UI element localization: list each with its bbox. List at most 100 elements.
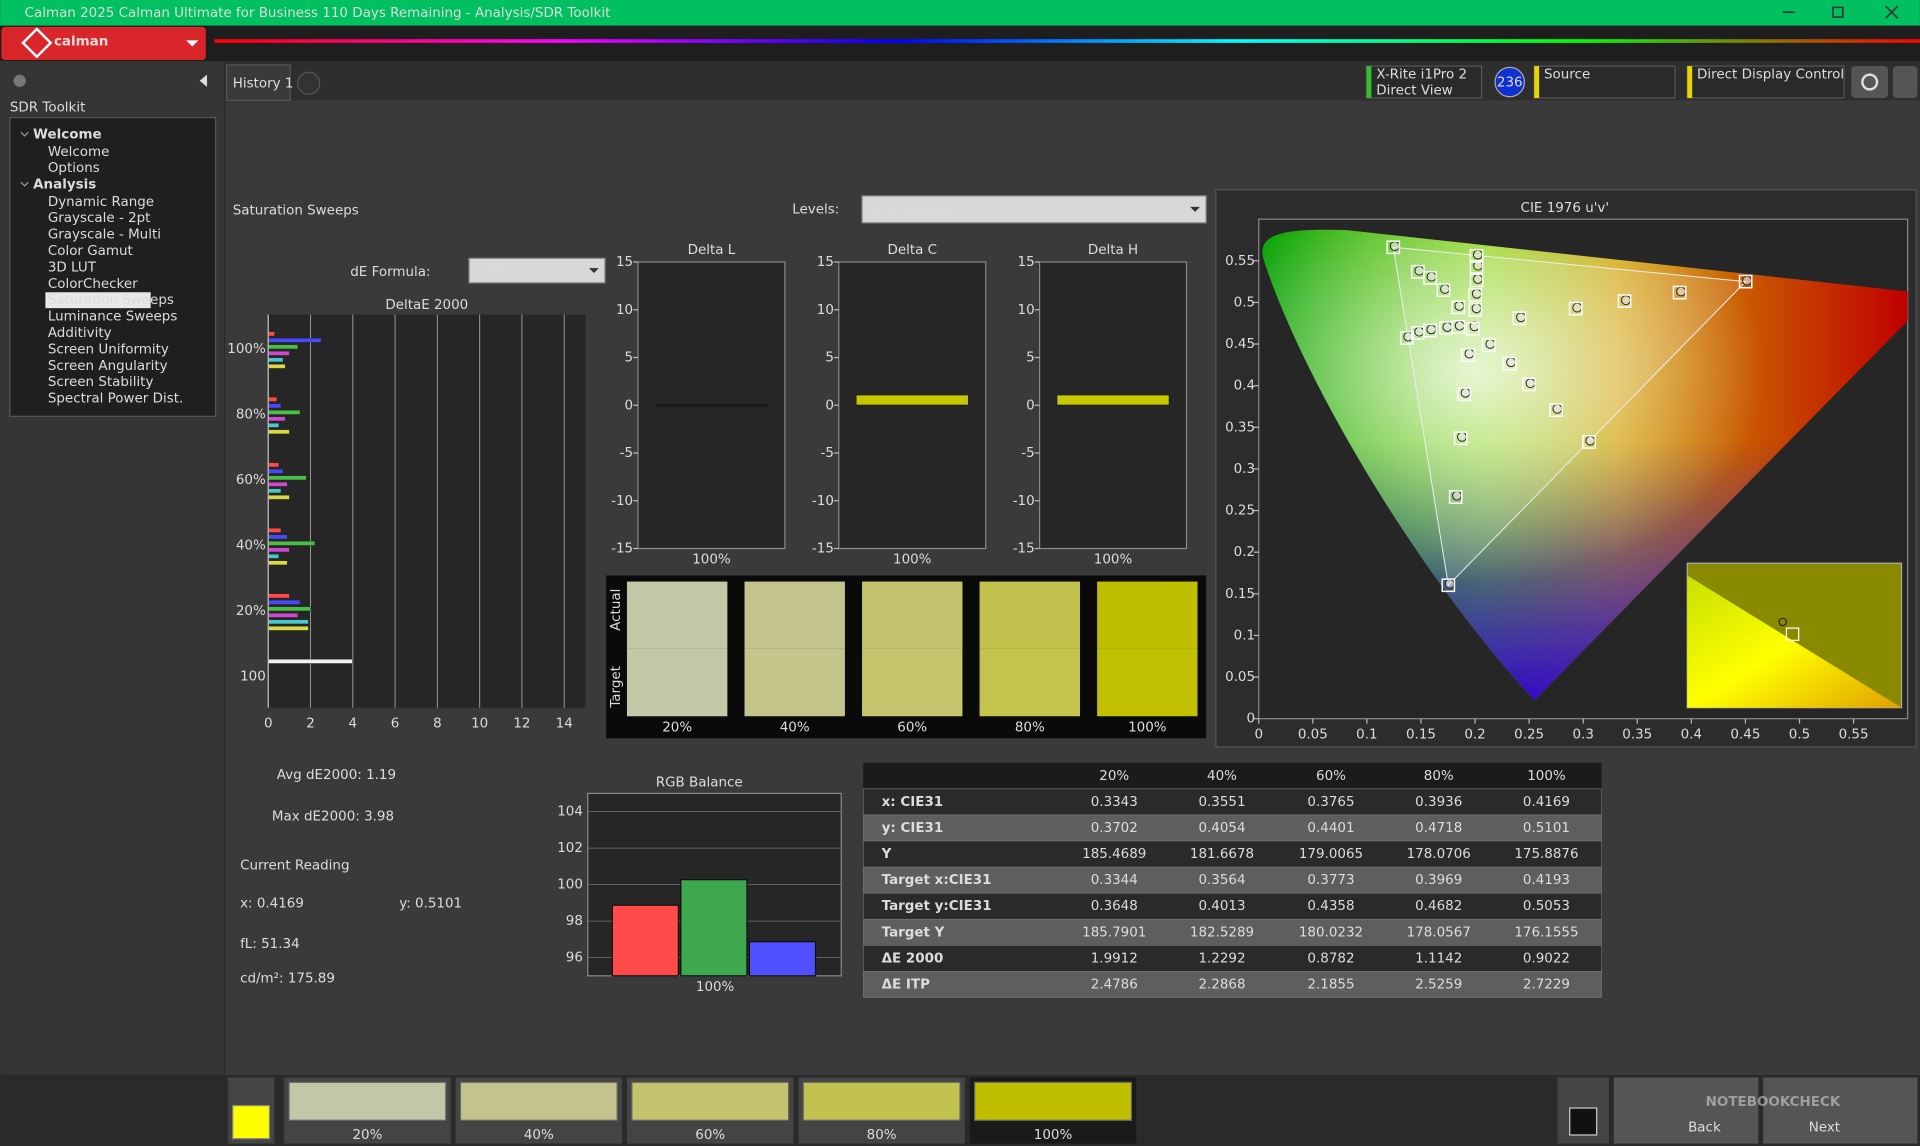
target-point <box>1738 274 1753 289</box>
tree-item[interactable]: ColorChecker <box>48 277 138 292</box>
tree-toggle[interactable] <box>20 131 29 137</box>
tree-item[interactable]: Dynamic Range <box>48 195 154 210</box>
source-box[interactable] <box>1533 65 1676 99</box>
tab[interactable] <box>225 64 291 102</box>
target-point <box>1468 302 1483 317</box>
swatch-actual <box>744 581 845 649</box>
tree-item[interactable]: Additivity <box>48 326 112 341</box>
x-tick-label: 0.3 <box>1572 728 1593 743</box>
chart-title: Delta H <box>1088 243 1138 258</box>
y-tick-label: 15 <box>616 255 633 270</box>
measured-point <box>1506 357 1516 368</box>
tree-item[interactable]: Grayscale - 2pt <box>48 211 151 226</box>
bar <box>268 626 309 631</box>
tree-item[interactable]: 3D LUT <box>48 260 97 275</box>
window-controls[interactable] <box>1782 5 1899 19</box>
target-point <box>1617 294 1632 309</box>
swatch-label: 20% <box>662 720 692 735</box>
tree-item[interactable]: Screen Angularity <box>48 359 168 374</box>
logo-arrow <box>186 40 199 47</box>
target-point <box>1468 288 1483 302</box>
table-cell: 1.2292 <box>1198 951 1245 966</box>
table-row <box>862 814 1602 842</box>
actual-label: Actual <box>609 589 624 631</box>
levels-label: Levels: <box>792 202 839 217</box>
bar <box>268 397 277 402</box>
tree-item[interactable]: Options <box>48 161 100 176</box>
swatch-target <box>1097 648 1198 717</box>
y-tick-label: 15 <box>817 255 834 270</box>
level-patch <box>459 1081 618 1121</box>
tree-item[interactable]: Screen Uniformity <box>48 342 169 357</box>
table-cell: 185.4689 <box>1082 847 1146 862</box>
tree-item[interactable]: Grayscale - Multi <box>48 228 161 243</box>
target-point <box>1512 311 1527 326</box>
x-tick-label: 0.25 <box>1514 728 1544 743</box>
add-tab[interactable] <box>297 71 321 95</box>
collapse[interactable] <box>199 74 208 87</box>
table-cell: 178.0567 <box>1407 925 1471 940</box>
y-tick-label: -10 <box>812 494 834 509</box>
y-tick-label: 0.35 <box>1225 420 1255 435</box>
table-row-label: Target y:CIE31 <box>882 899 992 914</box>
table-cell: 2.2868 <box>1198 977 1245 992</box>
swatch-label: 100% <box>1128 720 1167 735</box>
tree-item[interactable]: Saturation Sweeps <box>48 293 174 308</box>
x-tick-label: 0 <box>264 717 273 732</box>
table-cell: 0.4718 <box>1415 821 1462 836</box>
target-point <box>1672 285 1687 300</box>
tree-item[interactable]: Screen Stability <box>48 375 154 390</box>
target-point <box>1461 348 1475 362</box>
menu-bar <box>0 25 1920 62</box>
x-tick-label: 0.5 <box>1789 728 1810 743</box>
levels-dropdown[interactable] <box>861 195 1207 224</box>
x-tick-label: 0.05 <box>1298 728 1328 743</box>
table-cell: 0.4169 <box>1523 795 1570 810</box>
tree-item[interactable]: Color Gamut <box>48 244 133 259</box>
y-tick-label: 100 <box>557 878 583 893</box>
measured-point <box>1452 490 1462 501</box>
max-de: Max dE2000: 3.98 <box>272 810 394 825</box>
zoom-measured <box>1778 617 1788 627</box>
target-point <box>1410 326 1425 340</box>
pin[interactable] <box>13 74 26 87</box>
swatch-label: 40% <box>780 720 810 735</box>
next-label: Next <box>1809 1121 1840 1136</box>
y-tick-label: -15 <box>1013 542 1035 557</box>
target-point <box>1469 273 1484 288</box>
target-point <box>1453 431 1468 446</box>
table-cell: 182.5289 <box>1190 925 1254 940</box>
tree-item[interactable]: Luminance Sweeps <box>48 310 178 325</box>
formula-label: dE Formula: <box>350 265 430 280</box>
back-button[interactable] <box>1613 1077 1759 1144</box>
target-point <box>1457 387 1472 402</box>
gear <box>1861 73 1879 91</box>
tree-item[interactable]: Spectral Power Dist. <box>48 392 183 407</box>
source-status <box>1534 66 1540 98</box>
dropdown-arrow <box>1190 206 1200 212</box>
target-point <box>1568 301 1583 316</box>
ddc-box[interactable] <box>1686 65 1845 99</box>
formula-dropdown[interactable] <box>468 257 606 284</box>
table-header-cell: 40% <box>1207 769 1237 784</box>
logo-button[interactable] <box>1 26 206 60</box>
bar <box>268 593 290 599</box>
next-button[interactable] <box>1763 1077 1918 1144</box>
badge[interactable] <box>1494 66 1526 98</box>
level-label: 80% <box>867 1128 897 1143</box>
chart-title: RGB Balance <box>656 775 743 790</box>
panel-button[interactable] <box>1892 66 1918 98</box>
target-point <box>1481 338 1496 353</box>
x-tick-label: 0.55 <box>1839 728 1869 743</box>
tree-toggle[interactable] <box>20 181 29 187</box>
level-label: 60% <box>695 1128 725 1143</box>
target-point <box>1465 321 1480 336</box>
settings-button[interactable] <box>1851 66 1889 98</box>
rainbow-line <box>214 39 1920 43</box>
title-bar <box>0 0 1920 26</box>
table-cell: 0.3343 <box>1091 795 1138 810</box>
target-point <box>1399 331 1414 345</box>
table-cell: 0.5101 <box>1523 821 1570 836</box>
tree-item[interactable]: Welcome <box>48 145 110 160</box>
y-tick-label: 0.4 <box>1234 379 1255 394</box>
